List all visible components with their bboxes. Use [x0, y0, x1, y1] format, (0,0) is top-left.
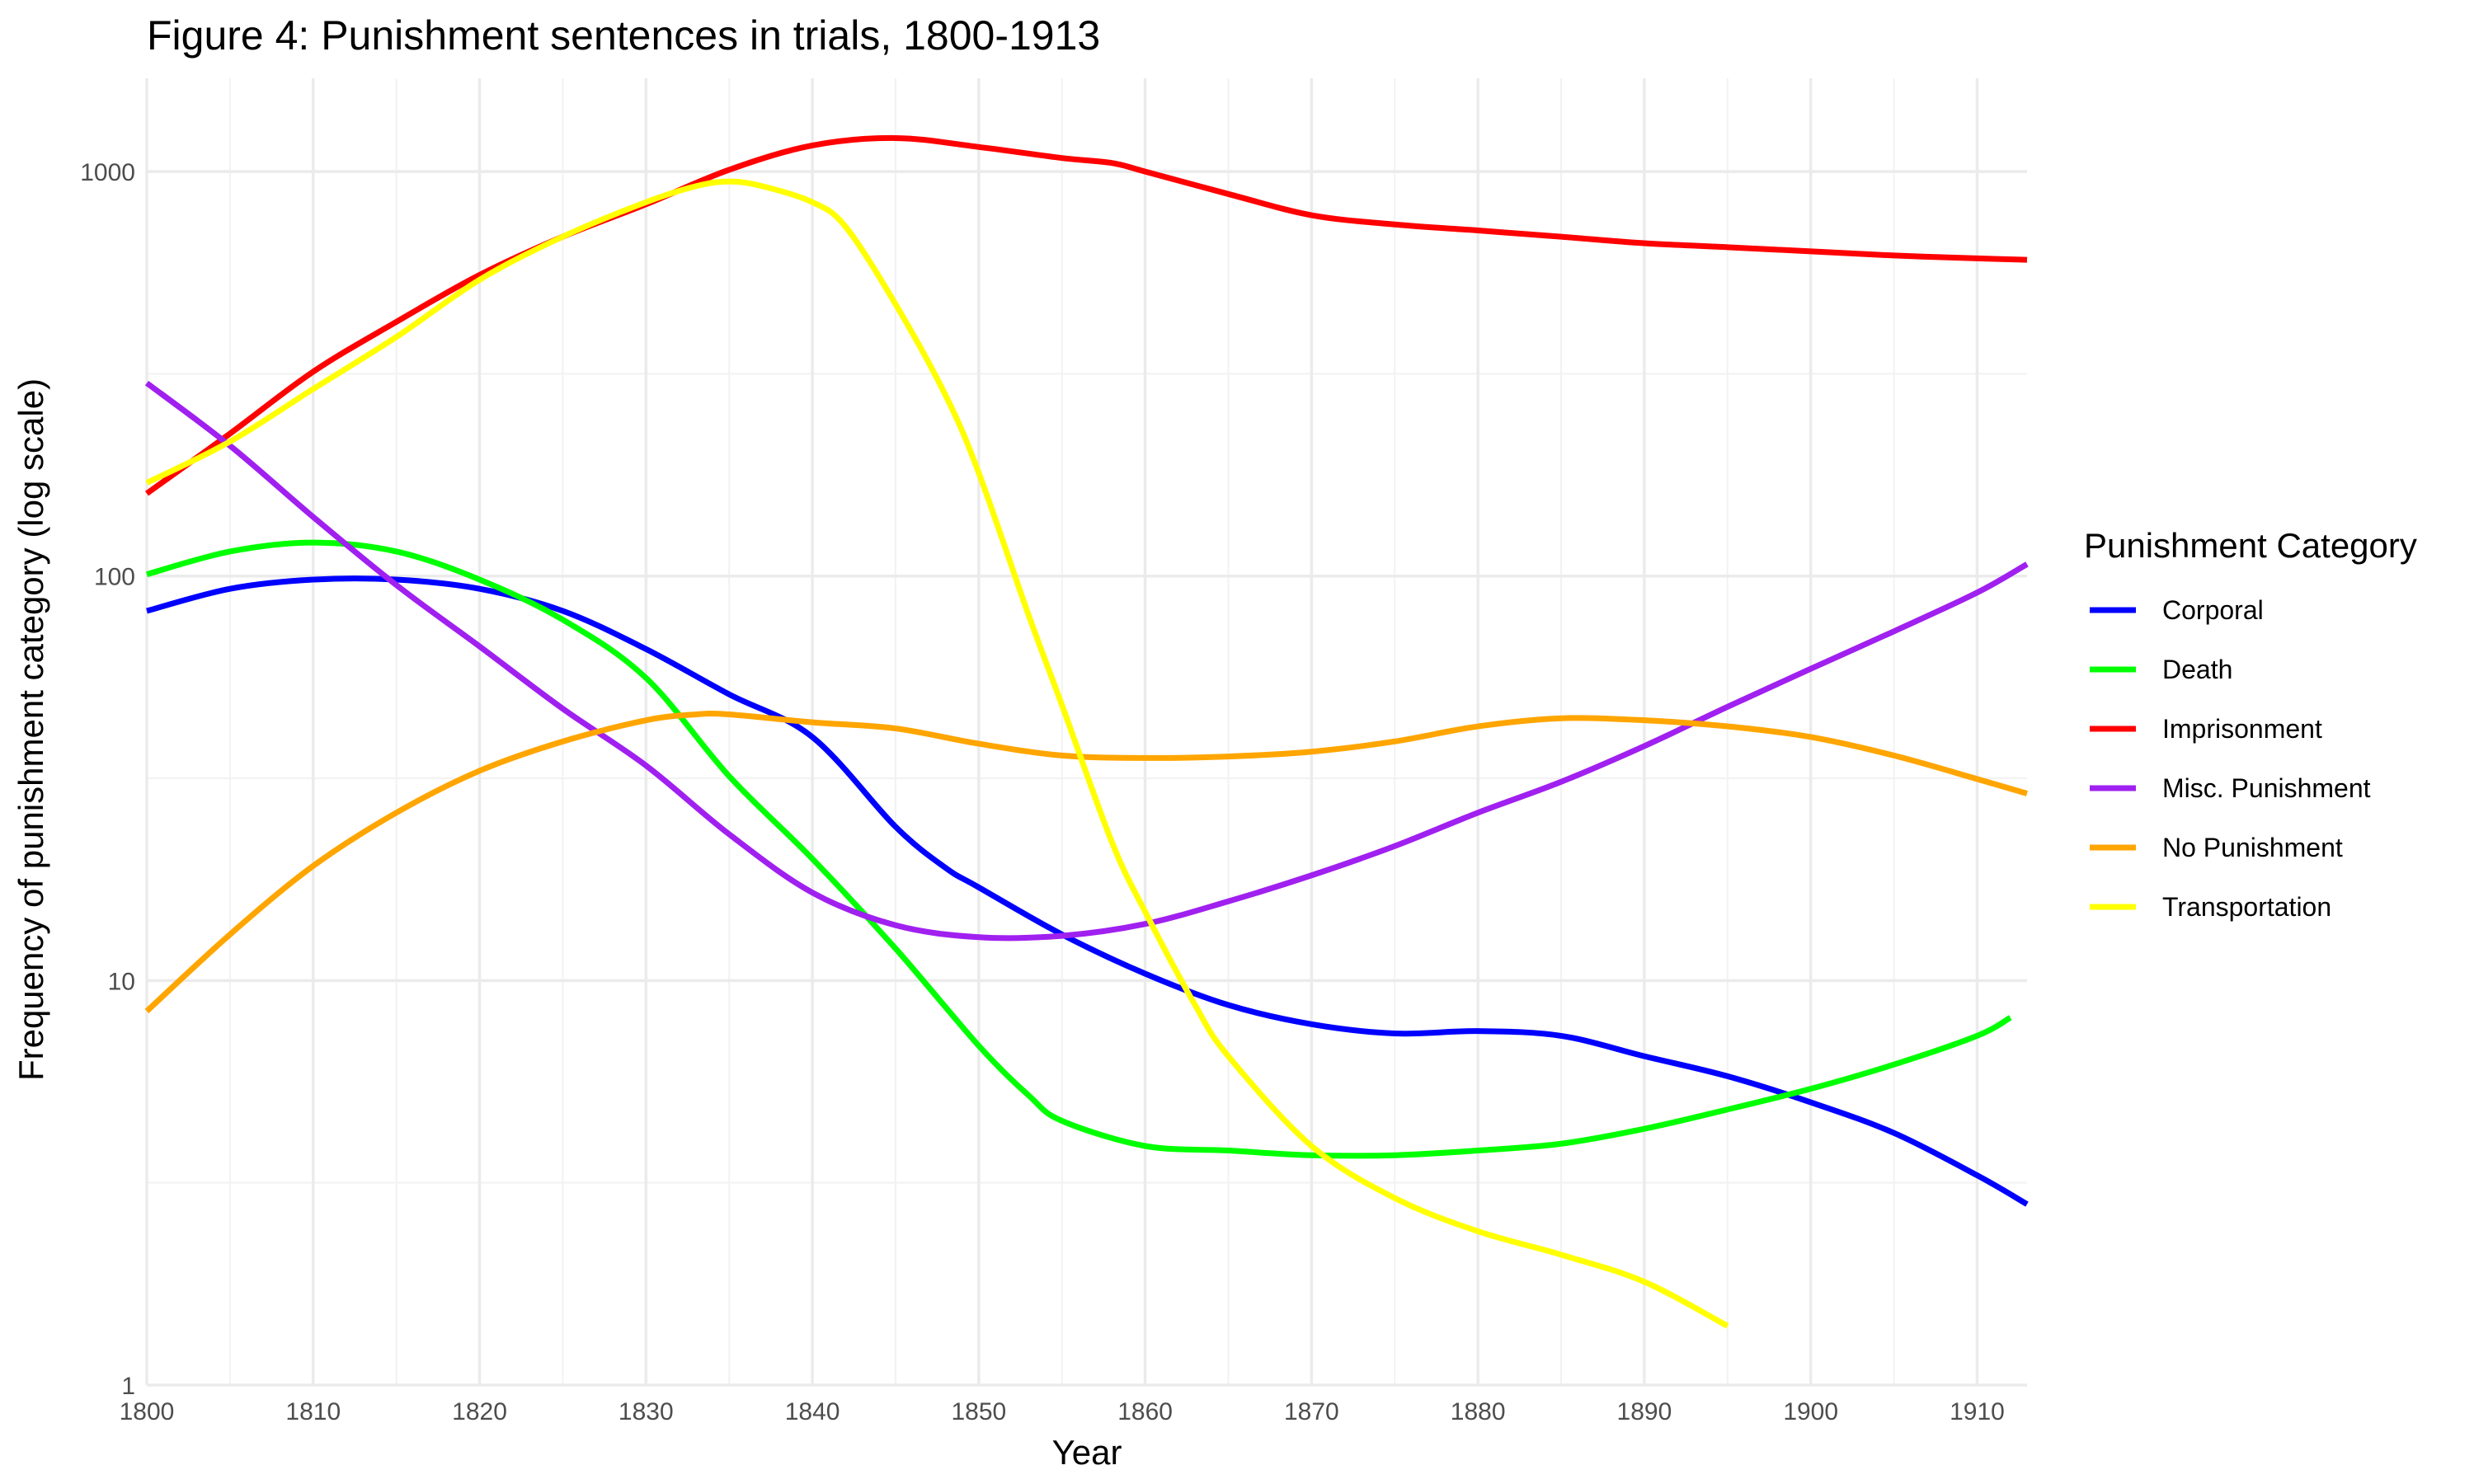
y-axis-label: Frequency of punishment category (log sc… — [12, 378, 50, 1081]
legend-item-no-punishment: No Punishment — [2090, 833, 2343, 862]
legend-item-imprisonment: Imprisonment — [2090, 714, 2322, 744]
x-tick-label: 1800 — [120, 1398, 175, 1425]
series-line-misc-punishment — [144, 380, 2029, 942]
x-tick-label: 1840 — [785, 1398, 840, 1425]
legend-label: Corporal — [2162, 595, 2264, 625]
x-axis-ticks: 1800 1810 1820 1830 1840 1850 1860 1870 1880 1890… — [120, 1398, 2005, 1425]
legend-label: No Punishment — [2162, 833, 2343, 862]
legend-item-corporal: Corporal — [2090, 595, 2264, 625]
y-tick-label: 1000 — [80, 159, 135, 186]
series-lines — [144, 134, 2029, 1329]
series-line-no-punishment — [144, 710, 2028, 1014]
legend-label: Imprisonment — [2162, 714, 2322, 744]
legend-title: Punishment Category — [2084, 526, 2417, 565]
series-line-corporal — [146, 575, 2029, 1207]
legend-label: Transportation — [2162, 892, 2331, 922]
y-tick-label: 10 — [108, 968, 135, 995]
series-line-death — [146, 539, 2012, 1159]
x-tick-label: 1880 — [1451, 1398, 1506, 1425]
x-tick-label: 1810 — [285, 1398, 341, 1425]
x-tick-label: 1910 — [1950, 1398, 2005, 1425]
legend-item-misc-punishment: Misc. Punishment — [2090, 773, 2371, 803]
legend-items: Corporal Death Imprisonment Misc. Punishmen… — [2090, 595, 2371, 922]
legend-label: Misc. Punishment — [2162, 773, 2371, 803]
x-tick-label: 1890 — [1617, 1398, 1672, 1425]
legend-item-transportation: Transportation — [2090, 892, 2331, 922]
y-tick-label: 1 — [121, 1373, 135, 1400]
legend-item-death: Death — [2090, 655, 2232, 684]
x-tick-label: 1900 — [1783, 1398, 1838, 1425]
x-tick-label: 1870 — [1284, 1398, 1339, 1425]
x-tick-label: 1830 — [618, 1398, 674, 1425]
x-axis-label: Year — [1052, 1433, 1122, 1472]
series-line-transportation — [145, 178, 1729, 1329]
chart-title: Figure 4: Punishment sentences in trials… — [147, 12, 1100, 59]
series-line-imprisonment — [144, 134, 2028, 496]
x-tick-label: 1860 — [1117, 1398, 1173, 1425]
legend: Punishment Category Corporal Death Impriso… — [2084, 526, 2417, 922]
legend-label: Death — [2162, 655, 2232, 684]
y-axis-ticks: 1 10 100 1000 — [80, 159, 135, 1400]
x-tick-label: 1850 — [951, 1398, 1006, 1425]
y-tick-label: 100 — [94, 564, 135, 591]
grid-lines — [145, 78, 2027, 1387]
x-tick-label: 1820 — [452, 1398, 507, 1425]
